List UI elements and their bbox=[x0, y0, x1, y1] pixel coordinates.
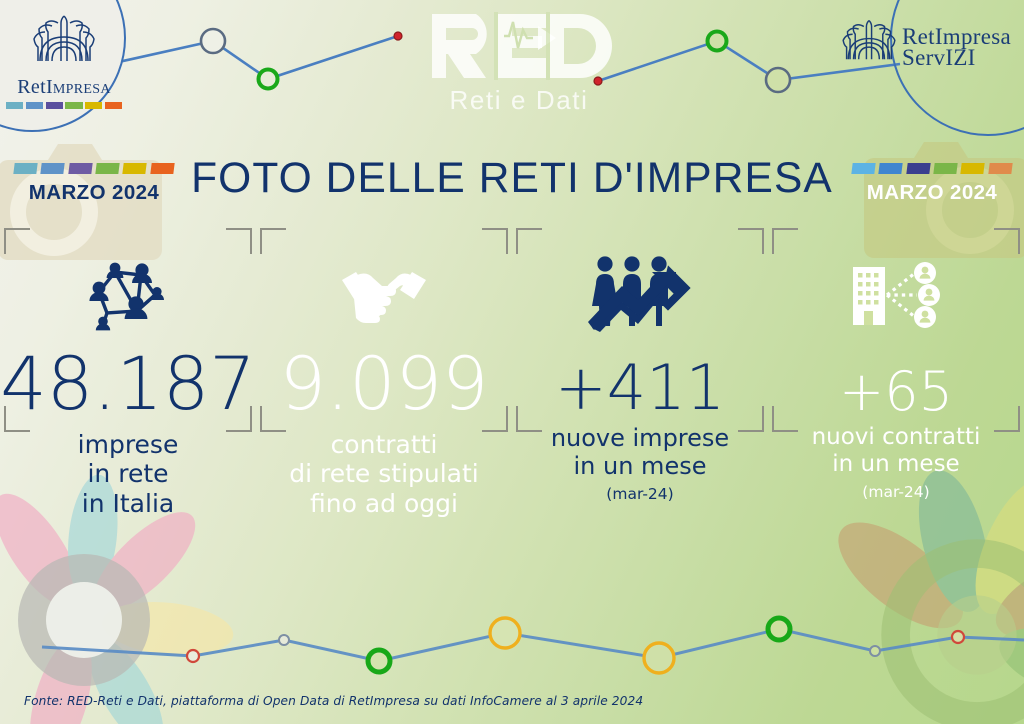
colorbar-segment bbox=[6, 102, 24, 109]
date-label: MARZO 2024 bbox=[28, 181, 160, 204]
chart-marker-grey bbox=[869, 645, 881, 657]
chart-marker-green bbox=[765, 615, 793, 643]
date-badge-right: MARZO 2024 bbox=[851, 163, 1013, 205]
colorbar-segment bbox=[104, 102, 122, 109]
chart-marker-green bbox=[365, 647, 393, 675]
logo-colorbar bbox=[6, 102, 122, 109]
chart-marker-grey bbox=[278, 634, 290, 646]
stat-caption: contratti di rete stipulati fino ad oggi bbox=[289, 430, 479, 518]
colorbar-segment bbox=[65, 102, 83, 109]
frame-corner-bottom-left bbox=[516, 406, 542, 432]
chart-marker-grey bbox=[764, 66, 792, 94]
frame-corner-bottom-right bbox=[994, 406, 1020, 432]
colorbar-segment bbox=[25, 102, 43, 109]
network-of-people-icon bbox=[79, 254, 177, 336]
logo-wordmark-line2: ServIZI bbox=[902, 45, 976, 71]
retimpresa-servizi-logo[interactable]: RetImpresa ServIZI bbox=[838, 14, 1016, 69]
frame-corner-bottom-right bbox=[738, 406, 764, 432]
footer-source-note: Fonte: RED-Reti e Dati, piattaforma di O… bbox=[24, 694, 644, 708]
chart-marker-grey bbox=[199, 27, 227, 55]
eagle-emblem-icon bbox=[33, 15, 95, 62]
date-label: MARZO 2024 bbox=[866, 181, 998, 204]
frame-corner-top-right bbox=[738, 228, 764, 254]
eagle-emblem-icon bbox=[842, 19, 896, 60]
chart-marker-green bbox=[256, 67, 280, 91]
frame-corner-top-right bbox=[994, 228, 1020, 254]
stat-value: +65 bbox=[839, 360, 953, 423]
retimpresa-logo[interactable]: RetImpresa bbox=[6, 12, 122, 109]
frame-corner-top-right bbox=[226, 228, 252, 254]
frame-corner-top-left bbox=[260, 228, 286, 254]
frame-corner-top-left bbox=[516, 228, 542, 254]
stat-note: (mar-24) bbox=[862, 482, 930, 501]
stat-block-contratti-stipulati: 9.099 contratti di rete stipulati fino a… bbox=[256, 228, 512, 548]
chart-marker-red bbox=[393, 31, 403, 41]
building-network-icon bbox=[845, 254, 947, 336]
decorative-line-chart-bottom bbox=[41, 615, 1024, 675]
stat-value: 48.187 bbox=[0, 342, 256, 427]
chart-marker-red bbox=[950, 629, 966, 645]
colorbar-segment bbox=[85, 102, 103, 109]
chart-marker-red bbox=[593, 76, 603, 86]
chart-marker-yellow bbox=[488, 616, 522, 650]
decorative-line-chart-top bbox=[59, 27, 901, 94]
logo-wordmark: RetImpresa bbox=[17, 76, 111, 98]
stat-caption: nuove imprese in un mese bbox=[550, 423, 730, 480]
date-badge-left: MARZO 2024 bbox=[13, 163, 175, 205]
stat-value: +411 bbox=[554, 351, 726, 424]
stat-caption: nuovi contratti in un mese bbox=[811, 423, 981, 477]
stat-block-imprese-in-rete: 48.187 imprese in rete in Italia bbox=[0, 228, 256, 548]
stat-caption: imprese in rete in Italia bbox=[77, 430, 179, 518]
frame-corner-top-left bbox=[4, 228, 30, 254]
chart-marker-red bbox=[185, 648, 201, 664]
page-title: FOTO DELLE RETI D'IMPRESA bbox=[191, 155, 833, 202]
logo-wordmark-line1: RetImpresa bbox=[902, 24, 1012, 49]
frame-corner-top-left bbox=[772, 228, 798, 254]
stats-row: 48.187 imprese in rete in Italia bbox=[0, 228, 1024, 548]
chart-marker-green bbox=[705, 29, 729, 53]
frame-corner-bottom-left bbox=[772, 406, 798, 432]
stat-block-nuove-imprese: +411 nuove imprese in un mese (mar-24) bbox=[512, 228, 768, 548]
handshake-icon bbox=[338, 254, 430, 336]
frame-corner-top-right bbox=[482, 228, 508, 254]
chart-marker-yellow bbox=[642, 641, 676, 675]
colorbar-segment bbox=[45, 102, 63, 109]
stat-note: (mar-24) bbox=[606, 484, 674, 503]
stat-block-nuovi-contratti: +65 nuovi contratti in un mese (mar-24) bbox=[768, 228, 1024, 548]
stat-value: 9.099 bbox=[279, 342, 489, 427]
people-growth-arrow-icon bbox=[588, 254, 692, 336]
